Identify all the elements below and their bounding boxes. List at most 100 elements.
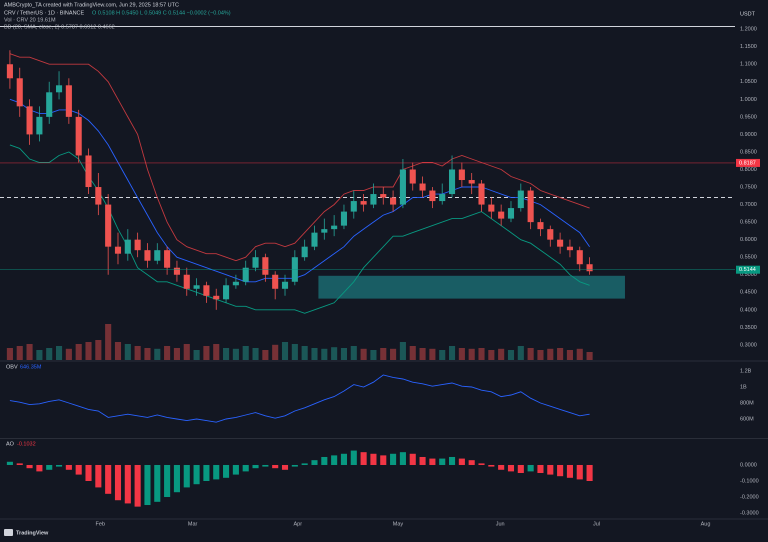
y-tick-label: 1.2000 [740, 27, 757, 33]
ao-bar [409, 453, 416, 465]
candle-body [262, 257, 269, 275]
ao-bar [360, 452, 367, 465]
volume-bar [419, 348, 426, 360]
volume-bar [439, 350, 446, 360]
volume-bar [154, 348, 161, 360]
price-label-box [736, 265, 760, 274]
candle-body [370, 194, 377, 205]
band-upper [9, 53, 590, 262]
ao-bar [321, 456, 328, 465]
volume-bar [252, 348, 259, 360]
candle-body [586, 264, 593, 272]
y-tick-label: 0.3500 [740, 325, 757, 331]
y-tick-label: 0.7000 [740, 202, 757, 208]
volume-bar [557, 348, 564, 360]
candle-body [439, 194, 446, 202]
price-label: 0.5144 [739, 267, 756, 273]
candle-body [547, 229, 554, 240]
ao-bar [16, 463, 23, 465]
volume-bar [65, 348, 72, 360]
volume-bar [390, 348, 397, 360]
candle-body [26, 106, 33, 135]
volume-bar [498, 348, 505, 360]
volume-bar [380, 348, 387, 360]
volume-bar [340, 348, 348, 360]
x-tick-label: Apr [294, 521, 303, 527]
candle-body [507, 208, 515, 219]
ao-bar [439, 458, 446, 465]
candle-body [409, 169, 416, 184]
volume-bar [311, 348, 318, 360]
ao-bar [272, 464, 279, 469]
candle-body [213, 295, 220, 300]
volume-bar [203, 346, 210, 360]
y-tick-label: 0.0000 [740, 462, 757, 468]
obv-value: 646.35M [20, 364, 42, 370]
ohlc-label: O 0.5108 H 0.5450 L 0.5049 C 0.5144 −0.0… [92, 10, 231, 16]
ao-bar [527, 464, 534, 472]
ao-bar [105, 464, 112, 494]
candle-body [557, 239, 564, 247]
y-tick-label: 1.1000 [740, 62, 757, 68]
ao-bar [124, 464, 131, 504]
ao-bar [85, 464, 92, 482]
x-tick-label: Aug [701, 521, 711, 527]
candle-body [448, 169, 456, 195]
ao-bar [390, 453, 397, 465]
volume-bar [105, 324, 112, 360]
ao-bar [213, 464, 220, 480]
candle-body [331, 225, 338, 230]
candle-body [468, 180, 475, 184]
volume-bar [360, 348, 367, 360]
ao-bar [203, 464, 210, 482]
volume-bar [85, 342, 92, 360]
volume-bar [183, 344, 190, 360]
ao-bar [232, 464, 239, 475]
volume-bar [458, 348, 465, 360]
candle-body [498, 211, 505, 219]
ao-bar [429, 458, 436, 465]
zone [318, 275, 625, 299]
volume-bar [173, 348, 180, 360]
volume-bar [350, 346, 357, 360]
volume-bar [213, 344, 220, 360]
candle-body [281, 281, 289, 289]
ao-bar [144, 464, 151, 506]
chart-title: CRV / TetherUS · 1D · BINANCE [4, 10, 85, 16]
ao-bar [331, 455, 338, 465]
logo: TradingView [16, 530, 49, 536]
volume-bar [507, 350, 515, 360]
candle-body [95, 187, 102, 205]
candle-body [173, 267, 180, 275]
candle-body [252, 257, 259, 268]
x-tick-label: May [393, 521, 404, 527]
candle-body [232, 281, 239, 286]
volume-bar [488, 350, 495, 360]
price-label-box [736, 158, 760, 167]
y-tick-label: 1.2B [740, 368, 752, 374]
y-tick-label: -0.1000 [740, 478, 759, 484]
ao-bar [301, 463, 308, 465]
x-tick-label: Mar [188, 521, 198, 527]
candle-body [75, 116, 82, 156]
volume-bar [291, 344, 298, 360]
candle-body [478, 183, 485, 205]
volume-bar [281, 342, 289, 360]
volume-label: Vol · CRV 20 19.61M [4, 17, 56, 23]
y-tick-label: -0.2000 [740, 494, 759, 500]
candle-body [517, 190, 524, 209]
volume-bar [16, 346, 23, 360]
volume-bar [448, 346, 456, 360]
y-tick-label: 0.8000 [740, 167, 757, 173]
ao-bar [55, 464, 63, 467]
ao-bar [6, 461, 13, 465]
ao-bar [26, 464, 33, 469]
volume-bar [301, 346, 308, 360]
ao-value: -0.1032 [17, 441, 36, 447]
ao-bar [370, 453, 377, 465]
candle-body [223, 285, 230, 300]
y-tick-label: 0.4000 [740, 307, 757, 313]
ao-bar [183, 464, 190, 488]
